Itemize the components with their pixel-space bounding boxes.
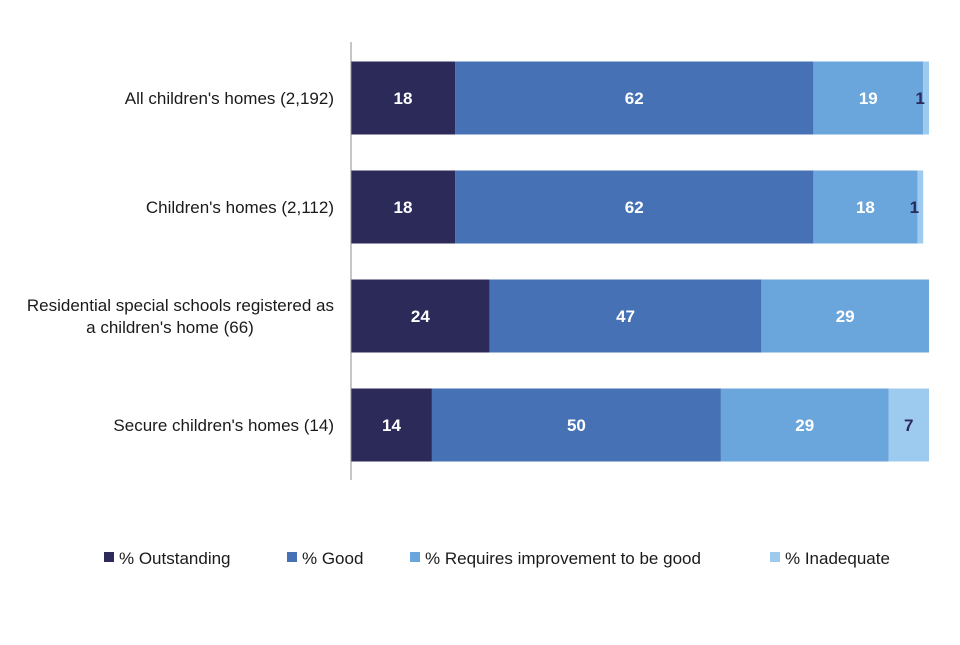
data-label: 29 <box>836 307 855 326</box>
data-label: 62 <box>625 89 644 108</box>
category-label-line: a children's home (66) <box>86 318 254 337</box>
data-label: 18 <box>856 198 875 217</box>
data-label: 47 <box>616 307 635 326</box>
bar-segment <box>489 279 762 353</box>
legend-swatch <box>104 552 114 562</box>
bar-segment <box>761 279 929 353</box>
data-label: 18 <box>394 198 413 217</box>
data-label: 1 <box>910 198 919 217</box>
bar-segment <box>351 61 456 135</box>
bar-segment <box>431 388 721 462</box>
data-label: 18 <box>394 89 413 108</box>
bar-segment <box>917 170 924 244</box>
data-label: 50 <box>567 416 586 435</box>
bar-segment <box>351 279 490 353</box>
category-label: Children's homes (2,112) <box>146 198 334 217</box>
bar-segment <box>888 388 929 462</box>
category-label: Residential special schools registered a… <box>27 296 334 337</box>
category-label-line: Residential special schools registered a… <box>27 296 334 315</box>
data-label: 1 <box>915 89 924 108</box>
bars-layer <box>351 61 929 462</box>
legend-label: % Outstanding <box>119 549 231 568</box>
legend-label: % Good <box>302 549 363 568</box>
category-label-line: Children's homes (2,112) <box>146 198 334 217</box>
category-label-line: Secure children's homes (14) <box>113 416 334 435</box>
bar-segment <box>720 388 889 462</box>
bar-segment <box>923 61 929 135</box>
legend-label: % Requires improvement to be good <box>425 549 701 568</box>
legend-swatch <box>287 552 297 562</box>
value-labels-layer: 18 62 19 1 18 62 18 1 24 47 29 14 50 29 7 <box>382 89 925 435</box>
legend-swatch <box>410 552 420 562</box>
category-labels-layer: All children's homes (2,192) Children's h… <box>27 89 334 435</box>
legend-label: % Inadequate <box>785 549 890 568</box>
bar-segment <box>813 61 924 135</box>
data-label: 24 <box>411 307 430 326</box>
bar-segment <box>351 170 456 244</box>
bar-segment <box>455 61 814 135</box>
bar-segment <box>455 170 814 244</box>
bar-segment <box>813 170 918 244</box>
legend-swatch <box>770 552 780 562</box>
data-label: 19 <box>859 89 878 108</box>
category-label: All children's homes (2,192) <box>125 89 334 108</box>
data-label: 62 <box>625 198 644 217</box>
category-label: Secure children's homes (14) <box>113 416 334 435</box>
bar-segment <box>351 388 432 462</box>
category-label-line: All children's homes (2,192) <box>125 89 334 108</box>
legend: % Outstanding % Good % Requires improvemen… <box>104 549 890 568</box>
data-label: 14 <box>382 416 401 435</box>
data-label: 7 <box>904 416 913 435</box>
data-label: 29 <box>795 416 814 435</box>
